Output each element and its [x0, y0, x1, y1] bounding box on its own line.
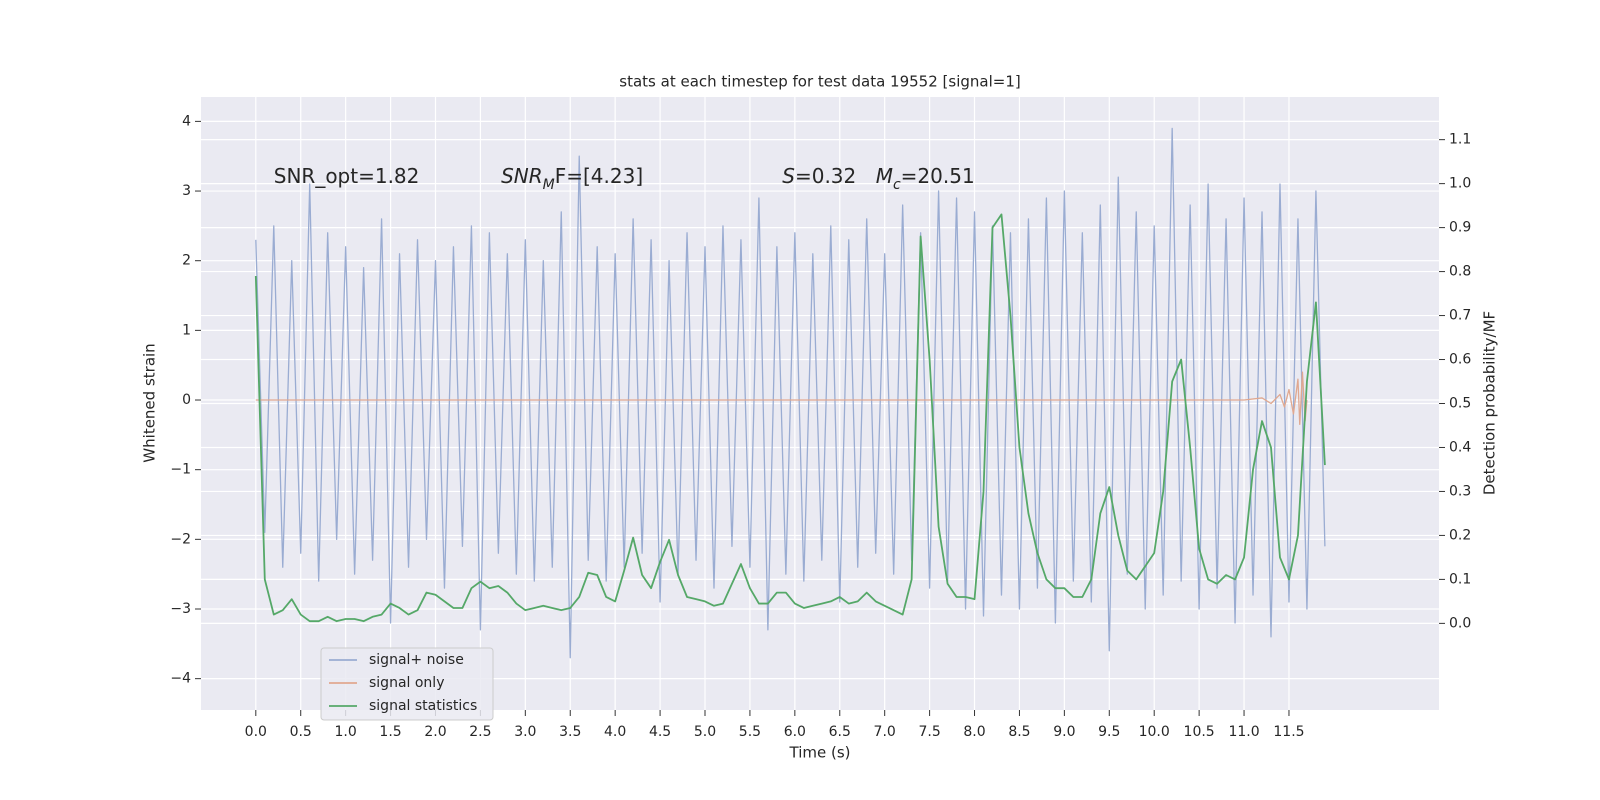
x-tick-label: 2.5 — [469, 724, 491, 740]
y-tick-label: 2 — [182, 253, 191, 269]
lines — [254, 127, 1326, 659]
legend-box — [320, 647, 494, 721]
x-tick-label: 10.0 — [1139, 724, 1170, 740]
y2-tick-label: 0.4 — [1449, 439, 1471, 455]
x-axis-label: Time (s) — [789, 744, 851, 762]
annotation-part: c — [893, 177, 901, 193]
y-tick-label: −1 — [170, 462, 191, 478]
annotation: SNRMF=[4.23] — [501, 164, 643, 194]
y-tick-label: −4 — [170, 671, 191, 687]
x-tick-label: 1.5 — [379, 724, 401, 740]
annotation-part: SNR — [501, 164, 543, 188]
y2-tick-label: 0.6 — [1449, 352, 1471, 368]
x-tick-label: 11.5 — [1273, 724, 1304, 740]
y-tick-label: 3 — [182, 183, 191, 199]
y2-tick-label: 1.0 — [1449, 176, 1471, 192]
x-tick-label: 7.0 — [874, 724, 896, 740]
x-tick-label: 5.0 — [694, 724, 716, 740]
x-tick-label: 3.5 — [559, 724, 581, 740]
chart-title: stats at each timestep for test data 195… — [619, 73, 1020, 91]
annotation-part: S — [782, 164, 795, 188]
series-line — [255, 127, 1326, 659]
legend-label: signal statistics — [369, 698, 477, 714]
labels: 0.0 0.5 1.0 1.5 2.0 2.5 3.0 3.5 4.0 4.5 5.0 5.5 6.0 6… — [170, 113, 1471, 740]
y2-tick-label: 0.8 — [1449, 264, 1471, 280]
series-line — [254, 213, 1326, 623]
y-axis-label: Whitened strain — [141, 343, 159, 462]
x-tick-label: 6.0 — [784, 724, 806, 740]
y2-tick-label: 0.0 — [1449, 615, 1471, 631]
annotation-part: SNR_opt=1.82 — [274, 164, 420, 188]
annotation-part: =20.51 — [901, 164, 975, 188]
x-tick-label: 10.5 — [1184, 724, 1215, 740]
x-tick-label: 0.0 — [245, 724, 267, 740]
x-tick-label: 9.5 — [1098, 724, 1120, 740]
legend-label: signal+ noise — [369, 652, 464, 668]
annotation-part: M — [876, 164, 893, 188]
y2-tick-label: 0.1 — [1449, 571, 1471, 587]
y-tick-label: 4 — [182, 113, 191, 129]
y-tick-label: −3 — [170, 601, 191, 617]
y2-tick-label: 0.7 — [1449, 308, 1471, 324]
y2-tick-label: 0.2 — [1449, 527, 1471, 543]
legend-label: signal only — [369, 675, 444, 691]
annotation: S=0.32 — [782, 164, 856, 188]
annotation-part: M — [543, 177, 555, 193]
x-tick-label: 9.0 — [1053, 724, 1075, 740]
x-tick-label: 8.5 — [1008, 724, 1030, 740]
y-tick-label: 1 — [182, 322, 191, 338]
y2-tick-label: 1.1 — [1449, 132, 1471, 148]
x-tick-label: 4.0 — [604, 724, 626, 740]
legend: signal+ noise signal only signal statistic… — [320, 647, 494, 721]
annotation-part: F=[4.23] — [555, 164, 643, 188]
y-tick-label: −2 — [170, 531, 191, 547]
y2-tick-label: 0.9 — [1449, 220, 1471, 236]
y-tick-label: 0 — [182, 392, 191, 408]
series-line — [255, 371, 1308, 426]
x-tick-label: 4.5 — [649, 724, 671, 740]
annotation: Mc=20.51 — [876, 164, 975, 194]
x-tick-label: 1.0 — [335, 724, 357, 740]
annotation: SNR_opt=1.82 — [274, 164, 420, 188]
x-tick-label: 5.5 — [739, 724, 761, 740]
y2-axis-label: Detection probability/MF — [1481, 311, 1499, 495]
y2-tick-label: 0.3 — [1449, 483, 1471, 499]
y2-tick-label: 0.5 — [1449, 396, 1471, 412]
x-tick-label: 8.0 — [963, 724, 985, 740]
x-tick-label: 6.5 — [829, 724, 851, 740]
x-tick-label: 7.5 — [918, 724, 940, 740]
x-tick-label: 2.0 — [424, 724, 446, 740]
x-tick-label: 0.5 — [290, 724, 312, 740]
annotation-part: =0.32 — [795, 164, 856, 188]
x-tick-label: 11.0 — [1228, 724, 1259, 740]
x-tick-label: 3.0 — [514, 724, 536, 740]
